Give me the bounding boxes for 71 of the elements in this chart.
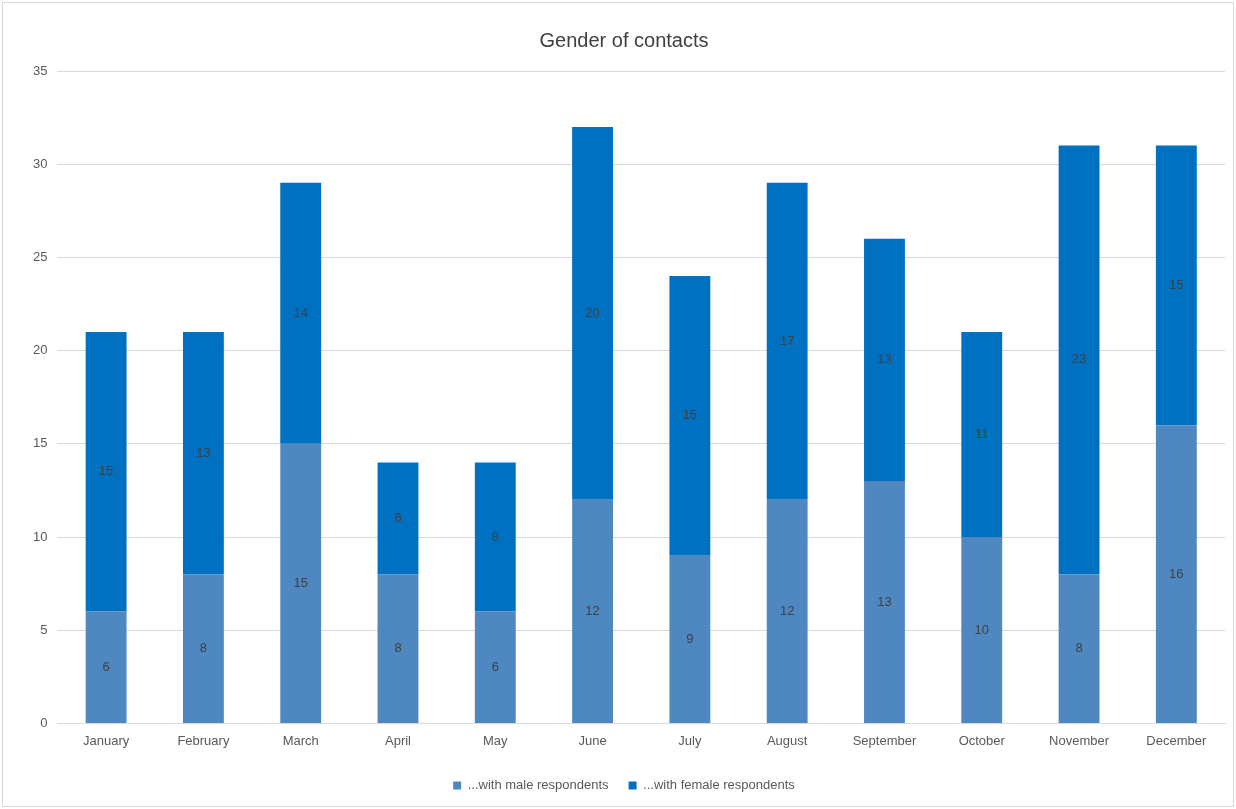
bar xyxy=(85,611,127,723)
bar xyxy=(474,611,516,723)
x-tick-label: August xyxy=(766,732,808,748)
y-tick-label: 5 xyxy=(40,621,48,637)
data-label: 16 xyxy=(1169,565,1184,581)
y-tick-label: 0 xyxy=(40,714,48,730)
bar xyxy=(280,182,322,444)
x-tick-label: January xyxy=(82,732,130,748)
x-tick-label: October xyxy=(958,732,1006,748)
x-tick-label: November xyxy=(1049,732,1110,748)
x-tick-label: May xyxy=(483,732,509,748)
data-label: 20 xyxy=(585,304,600,320)
bar xyxy=(669,555,711,723)
y-tick-label: 35 xyxy=(32,62,48,78)
data-label: 9 xyxy=(686,630,694,646)
data-label: 8 xyxy=(1075,640,1083,656)
bar xyxy=(669,276,711,556)
bar xyxy=(864,238,905,482)
data-label: 15 xyxy=(682,407,698,423)
data-label: 12 xyxy=(585,602,600,618)
x-tick-label: June xyxy=(578,732,607,748)
data-label: 15 xyxy=(293,574,308,590)
x-tick-label: December xyxy=(1146,732,1208,748)
x-tick-label: July xyxy=(678,732,702,748)
bar xyxy=(572,126,614,500)
data-label: 13 xyxy=(196,444,211,460)
y-tick-label: 10 xyxy=(32,528,48,544)
x-tick-label: March xyxy=(282,732,319,748)
bar xyxy=(280,443,322,723)
bar xyxy=(766,499,808,723)
bar xyxy=(377,574,419,723)
data-label: 6 xyxy=(394,509,402,525)
bar xyxy=(1058,574,1100,723)
x-tick-label: April xyxy=(384,732,412,748)
bar xyxy=(961,537,1003,723)
data-label: 14 xyxy=(293,304,308,320)
chart-title: Gender of contacts xyxy=(539,28,709,51)
data-label: 13 xyxy=(877,351,892,367)
bar xyxy=(961,331,1003,537)
bar xyxy=(1058,145,1100,575)
data-label: 17 xyxy=(779,332,795,348)
data-label: 10 xyxy=(974,621,989,637)
bar xyxy=(572,499,614,723)
data-label: 8 xyxy=(491,528,499,544)
bar xyxy=(85,331,127,612)
data-label: 6 xyxy=(491,658,499,674)
data-label: 11 xyxy=(975,426,989,442)
legend-label: ...with male respondents xyxy=(467,777,610,793)
bar xyxy=(1155,425,1197,723)
data-label: 8 xyxy=(394,640,402,656)
x-tick-label: September xyxy=(852,732,917,748)
data-label: 12 xyxy=(779,602,795,618)
bar xyxy=(182,331,224,575)
data-label: 23 xyxy=(1071,351,1087,367)
data-label: 15 xyxy=(98,463,114,479)
bar xyxy=(182,574,224,723)
legend-label: ...with female respondents xyxy=(643,777,796,793)
bar xyxy=(377,462,419,575)
y-tick-label: 15 xyxy=(32,435,48,451)
data-label: 6 xyxy=(102,658,110,674)
bar xyxy=(766,182,808,500)
y-tick-label: 20 xyxy=(32,342,48,358)
y-tick-label: 30 xyxy=(32,155,48,171)
data-label: 8 xyxy=(199,640,208,656)
data-label: 15 xyxy=(1169,276,1184,292)
bar xyxy=(474,462,516,612)
data-label: 13 xyxy=(877,593,892,609)
x-tick-label: February xyxy=(177,732,230,748)
bar xyxy=(1155,145,1197,426)
y-tick-label: 25 xyxy=(32,248,48,264)
bar xyxy=(864,481,905,723)
